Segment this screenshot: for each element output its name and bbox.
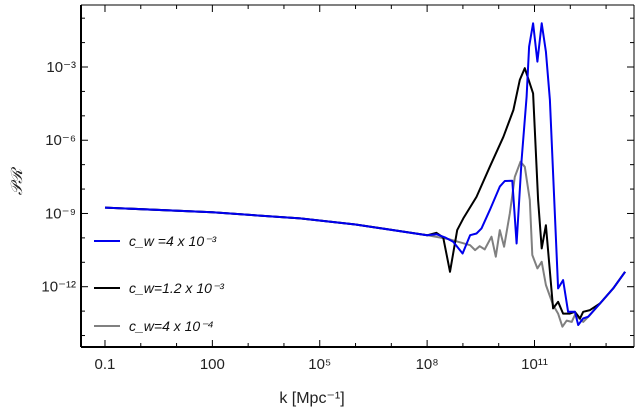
legend-label-2: c_w=4 x 10⁻⁴ [129, 318, 214, 334]
x-tick-label: 10¹¹ [521, 356, 548, 373]
y-axis-label: 𝒫ℛ [9, 166, 26, 196]
x-axis-label: k [Mpc⁻¹] [279, 390, 344, 407]
x-tick-label: 10⁸ [416, 356, 439, 373]
series-line-0 [104, 22, 626, 326]
y-tick-label: 10⁻⁶ [45, 132, 76, 149]
series-line-1 [104, 67, 626, 320]
x-tick-label: 0.1 [95, 356, 116, 373]
legend-label-0: c_w =4 x 10⁻³ [129, 233, 216, 249]
y-tick-label: 10⁻³ [46, 59, 76, 76]
legend-label-1: c_w=1.2 x 10⁻³ [129, 280, 224, 296]
x-tick-label: 100 [200, 356, 225, 373]
y-tick-label: 10⁻⁹ [45, 205, 76, 222]
y-tick-label: 10⁻¹² [41, 279, 76, 296]
series-line-2 [104, 160, 626, 328]
x-tick-label: 10⁵ [308, 356, 331, 373]
